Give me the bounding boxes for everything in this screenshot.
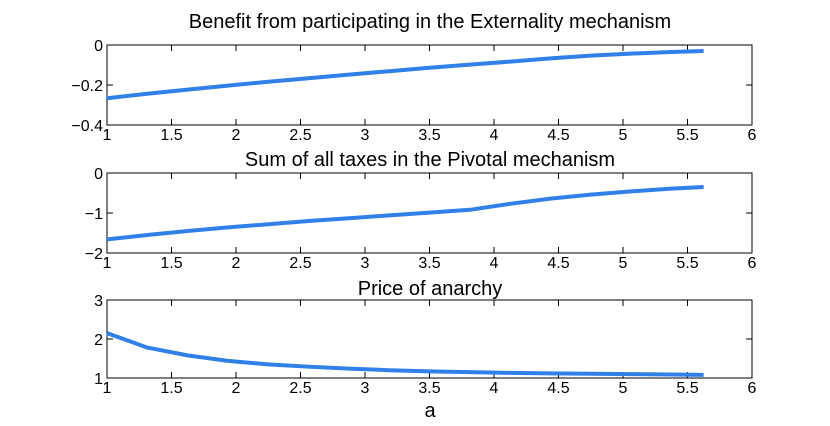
x-tick-label: 5.5	[676, 380, 698, 397]
x-tick-label: 3.5	[418, 255, 440, 272]
x-tick-label: 4	[490, 380, 499, 397]
x-tick-label: 4	[490, 127, 499, 144]
x-tick-label: 3.5	[418, 127, 440, 144]
y-tick-label: −2	[85, 246, 103, 263]
y-tick-label: 0	[94, 166, 103, 183]
subplot-externality-benefit: Benefit from participating in the Extern…	[71, 11, 756, 144]
x-tick-label: 2.5	[289, 255, 311, 272]
series-line	[106, 185, 704, 242]
x-tick-label: 1.5	[160, 127, 182, 144]
x-tick-label: 1	[103, 127, 112, 144]
x-tick-label: 6	[748, 127, 757, 144]
y-tick-label: 2	[94, 332, 103, 349]
x-tick-label: 4.5	[547, 255, 569, 272]
x-tick-label: 3	[361, 255, 370, 272]
y-tick-label: 3	[94, 293, 103, 310]
x-tick-label: 4.5	[547, 127, 569, 144]
x-tick-label: 3	[361, 127, 370, 144]
x-tick-label: 1	[103, 255, 112, 272]
series-line	[106, 49, 704, 101]
subplot-price-of-anarchy: Price of anarchy a 1 1.5 2 2.5 3 3.5 4 4.5 5 5.5 6…	[94, 278, 756, 422]
chart-title: Price of anarchy	[358, 278, 503, 300]
x-tick-label: 5	[619, 255, 628, 272]
x-tick-label: 5.5	[676, 127, 698, 144]
x-tick-label: 3	[361, 380, 370, 397]
x-tick-label: 4	[490, 255, 499, 272]
x-tick-label: 2	[232, 380, 241, 397]
x-tick-label: 2.5	[289, 380, 311, 397]
x-tick-label: 3.5	[418, 380, 440, 397]
x-tick-label: 5	[619, 380, 628, 397]
x-tick-label: 1.5	[160, 380, 182, 397]
subplot-pivotal-taxes: Sum of all taxes in the Pivotal mechanis…	[85, 149, 757, 272]
chart-title: Sum of all taxes in the Pivotal mechanis…	[245, 149, 615, 171]
series-line	[106, 331, 704, 377]
x-tick-label: 6	[748, 255, 757, 272]
x-tick-label: 6	[748, 380, 757, 397]
chart-title: Benefit from participating in the Extern…	[189, 11, 671, 33]
plot-area	[106, 44, 753, 126]
x-tick-label: 1	[103, 380, 112, 397]
x-tick-label: 4.5	[547, 380, 569, 397]
y-tick-label: −0.2	[71, 78, 103, 95]
x-tick-label: 1.5	[160, 255, 182, 272]
x-tick-label: 2	[232, 255, 241, 272]
y-tick-label: −0.4	[71, 118, 103, 135]
y-tick-label: −1	[85, 206, 103, 223]
y-tick-label: 0	[94, 38, 103, 55]
x-axis-label: a	[424, 400, 436, 422]
x-tick-label: 2	[232, 127, 241, 144]
y-tick-label: 1	[94, 371, 103, 388]
plot-area	[106, 299, 753, 379]
x-tick-label: 5	[619, 127, 628, 144]
x-tick-label: 5.5	[676, 255, 698, 272]
x-tick-label: 2.5	[289, 127, 311, 144]
